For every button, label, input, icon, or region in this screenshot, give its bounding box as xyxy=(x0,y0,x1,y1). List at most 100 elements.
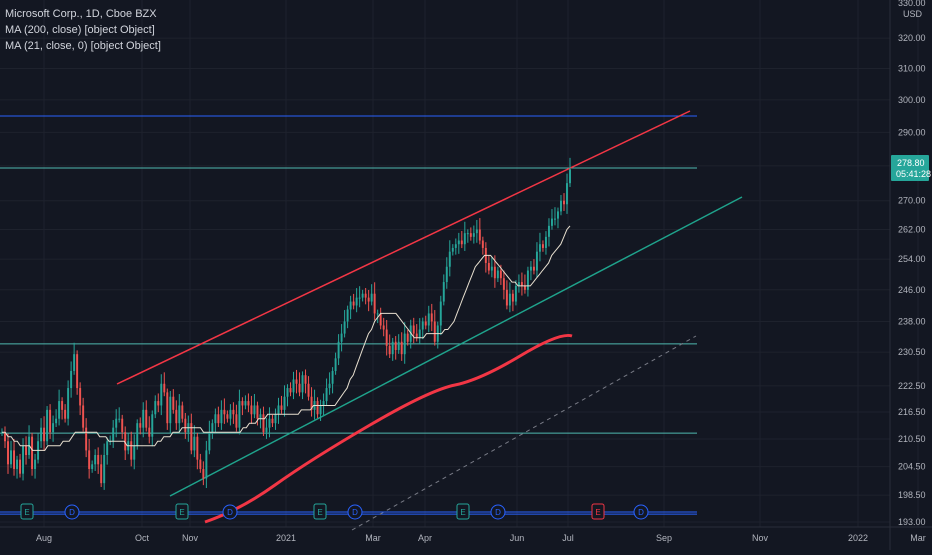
candle-body xyxy=(199,459,202,469)
candle-body xyxy=(163,383,166,393)
candle-body xyxy=(520,282,523,286)
candle-body xyxy=(196,436,199,460)
earnings-marker-label: E xyxy=(24,508,29,517)
candle-body xyxy=(133,445,136,460)
candle-body xyxy=(160,383,163,406)
candle-body xyxy=(394,341,397,351)
candle-body xyxy=(277,405,280,415)
candle-body xyxy=(424,321,427,326)
price-tick-label: 262.00 xyxy=(898,225,926,235)
candle-body xyxy=(46,409,49,442)
candle-body xyxy=(466,233,469,235)
time-tick-label: Apr xyxy=(418,533,432,543)
candle-body xyxy=(268,418,271,428)
candle-body xyxy=(55,418,58,424)
candle-body xyxy=(376,313,379,315)
candle-body xyxy=(331,370,334,384)
channel-lower-line[interactable] xyxy=(169,196,743,497)
earnings-marker[interactable]: E xyxy=(313,503,327,520)
candle-body xyxy=(79,388,82,406)
dividend-marker[interactable]: D xyxy=(64,504,80,520)
candlestick-series xyxy=(1,157,571,490)
price-tick-label: 198.50 xyxy=(898,490,926,500)
candle-body xyxy=(181,405,184,419)
last-price-bg xyxy=(891,155,929,181)
earnings-marker-shape xyxy=(591,503,605,520)
candle-body xyxy=(514,285,517,302)
price-tick-label: 290.00 xyxy=(898,127,926,137)
candle-body xyxy=(70,370,73,389)
candle-body xyxy=(397,341,400,351)
legend-symbol[interactable]: Microsoft Corp., 1D, Cboe BZX xyxy=(5,8,157,20)
candle-body xyxy=(121,418,124,433)
earnings-marker-shape xyxy=(313,503,327,520)
trend-drawings[interactable] xyxy=(116,110,743,531)
earnings-marker[interactable]: E xyxy=(175,503,189,520)
candle-body xyxy=(472,233,475,237)
candle-body xyxy=(400,341,403,355)
candle-body xyxy=(541,244,544,248)
candle-body xyxy=(493,266,496,279)
dividend-marker[interactable]: D xyxy=(633,504,649,520)
candle-body xyxy=(523,285,526,290)
dividend-marker-label: D xyxy=(69,508,75,517)
candle-body xyxy=(52,423,55,433)
candle-body xyxy=(241,401,244,406)
candle-body xyxy=(211,423,214,433)
chart-legend[interactable]: Microsoft Corp., 1D, Cboe BZX MA (200, c… xyxy=(5,6,161,54)
price-tick-label: 210.50 xyxy=(898,434,926,444)
candle-body xyxy=(67,388,70,419)
dividend-marker[interactable]: D xyxy=(222,504,238,520)
candle-body xyxy=(292,379,295,393)
candle-body xyxy=(340,333,343,342)
price-tick-label: 254.00 xyxy=(898,254,926,264)
candle-body xyxy=(7,441,9,465)
candle-body xyxy=(334,358,337,371)
legend-ma21[interactable]: MA (21, close, 0) [object Object] xyxy=(5,40,161,52)
candle-body xyxy=(175,409,178,424)
channel-upper-line[interactable] xyxy=(116,110,691,385)
candle-body xyxy=(49,409,52,433)
candle-body xyxy=(487,262,490,271)
candle-body xyxy=(316,401,319,415)
candle-body xyxy=(569,169,571,184)
candle-body xyxy=(193,436,196,451)
candle-body xyxy=(382,325,385,330)
last-price-label: 278.80 05:41:28 xyxy=(891,155,931,181)
candle-body xyxy=(10,450,12,465)
candle-body xyxy=(217,414,220,424)
candle-body xyxy=(202,468,205,479)
candle-body xyxy=(106,441,109,456)
candle-body xyxy=(76,354,79,389)
candle-body xyxy=(112,427,115,442)
earnings-marker[interactable]: E xyxy=(20,503,34,520)
dividend-marker[interactable]: D xyxy=(490,504,506,520)
dividend-marker-label: D xyxy=(352,508,358,517)
dividend-marker[interactable]: D xyxy=(347,504,363,520)
earnings-marker-label: E xyxy=(460,508,465,517)
earnings-marker[interactable]: E xyxy=(456,503,470,520)
candle-body xyxy=(61,401,64,410)
dividend-marker-shape xyxy=(347,504,363,520)
candle-body xyxy=(403,333,406,355)
candle-body xyxy=(154,401,157,415)
candle-body xyxy=(214,414,217,424)
legend-ma200[interactable]: MA (200, close) [object Object] xyxy=(5,24,155,36)
candle-body xyxy=(157,401,160,406)
candle-body xyxy=(22,445,25,474)
earnings-marker[interactable]: E xyxy=(591,503,605,520)
candle-body xyxy=(280,405,283,410)
candle-body xyxy=(367,297,370,302)
candle-body xyxy=(124,432,127,451)
time-axis[interactable]: Aug Oct Nov 2021 Mar Apr Jun Jul Sep Nov 2022 Mar xyxy=(0,526,932,543)
candle-body xyxy=(166,392,169,424)
candle-body xyxy=(346,309,349,322)
candle-body xyxy=(358,297,361,299)
dashed-trend-line[interactable] xyxy=(351,335,697,531)
dividend-marker-shape xyxy=(633,504,649,520)
candle-body xyxy=(208,432,211,451)
candle-body xyxy=(232,409,235,415)
